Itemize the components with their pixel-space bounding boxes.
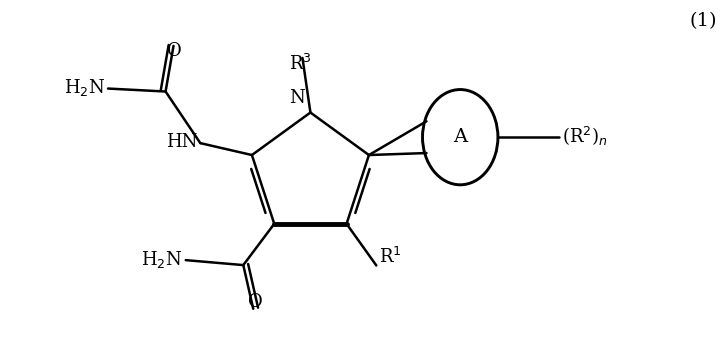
- Text: (1): (1): [689, 12, 717, 30]
- Text: R$^1$: R$^1$: [379, 247, 402, 267]
- Text: H$_2$N: H$_2$N: [63, 77, 105, 98]
- Text: N: N: [288, 89, 304, 107]
- Text: (R$^2$)$_n$: (R$^2$)$_n$: [563, 125, 608, 148]
- Text: O: O: [248, 293, 263, 311]
- Text: A: A: [453, 128, 467, 146]
- Text: O: O: [167, 42, 182, 60]
- Text: R$^3$: R$^3$: [289, 54, 312, 74]
- Text: H$_2$N: H$_2$N: [141, 249, 183, 270]
- Text: HN: HN: [166, 133, 197, 151]
